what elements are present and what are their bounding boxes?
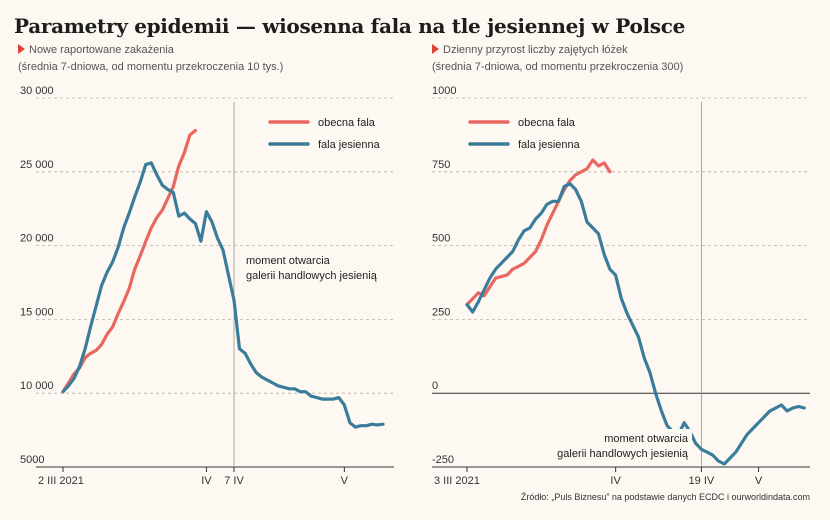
triangle-marker-icon xyxy=(432,44,439,54)
left-chart-title: Nowe raportowane zakażenia xyxy=(29,44,174,56)
right-chart-heading: Dzienny przyrost liczby zajętych łóżek xyxy=(432,42,683,59)
right-x-tick-label: 19 IV xyxy=(689,475,715,487)
left-series-current xyxy=(61,128,197,394)
right-chart-note: (średnia 7-dniowa, od momentu przekrocze… xyxy=(432,61,684,73)
left-chart-subtitle: Nowe raportowane zakażenia (średnia 7-dn… xyxy=(18,42,283,76)
left-y-tick-label: 10 000 xyxy=(20,380,54,392)
left-annotation-line1: moment otwarcia xyxy=(246,255,331,267)
right-y-tick-label: -250 xyxy=(432,454,454,466)
left-y-tick-label: 5000 xyxy=(20,454,44,466)
source-note: Źródło: „Puls Biznesu” na podstawie dany… xyxy=(520,492,810,502)
right-y-tick-label: 0 xyxy=(432,380,438,392)
triangle-marker-icon xyxy=(18,44,25,54)
left-y-tick-label: 20 000 xyxy=(20,233,54,245)
right-chart-subtitle: Dzienny przyrost liczby zajętych łóżek (… xyxy=(432,42,683,76)
right-chart-title: Dzienny przyrost liczby zajętych łóżek xyxy=(443,44,628,56)
left-y-tick-label: 30 000 xyxy=(20,85,54,97)
right-x-tick-label: V xyxy=(755,475,763,487)
left-legend-label-autumn: fala jesienna xyxy=(318,139,381,151)
left-annotation-line2: galerii handlowych jesienią xyxy=(246,270,378,282)
left-x-tick-label: 2 III 2021 xyxy=(38,475,84,487)
left-legend-label-current: obecna fala xyxy=(318,117,376,129)
left-x-tick-label: V xyxy=(341,475,349,487)
right-x-tick-label: IV xyxy=(610,475,621,487)
right-x-tick-label: 3 III 2021 xyxy=(434,475,480,487)
left-y-tick-label: 25 000 xyxy=(20,159,54,171)
left-x-tick-label: IV xyxy=(201,475,212,487)
left-chart-heading: Nowe raportowane zakażenia xyxy=(18,42,283,59)
left-series-autumn xyxy=(61,161,385,429)
right-legend-label-autumn: fala jesienna xyxy=(518,139,581,151)
right-annotation-line1: moment otwarcia xyxy=(604,433,689,445)
right-annotation-bg xyxy=(540,429,692,461)
right-annotation-line2: galerii handlowych jesienią xyxy=(557,448,689,460)
right-y-tick-label: 250 xyxy=(432,306,450,318)
right-series-current xyxy=(465,158,612,307)
left-y-tick-label: 15 000 xyxy=(20,306,54,318)
right-y-tick-label: 500 xyxy=(432,233,450,245)
left-annotation-bg xyxy=(242,251,394,283)
right-legend-label-current: obecna fala xyxy=(518,117,576,129)
right-series-autumn xyxy=(465,182,806,466)
right-y-tick-label: 750 xyxy=(432,159,450,171)
left-chart-note: (średnia 7-dniowa, od momentu przekrocze… xyxy=(18,61,284,73)
page-title: Parametry epidemii — wiosenna fala na tl… xyxy=(14,14,686,38)
left-x-tick-label: 7 IV xyxy=(224,475,244,487)
right-y-tick-label: 1000 xyxy=(432,85,456,97)
